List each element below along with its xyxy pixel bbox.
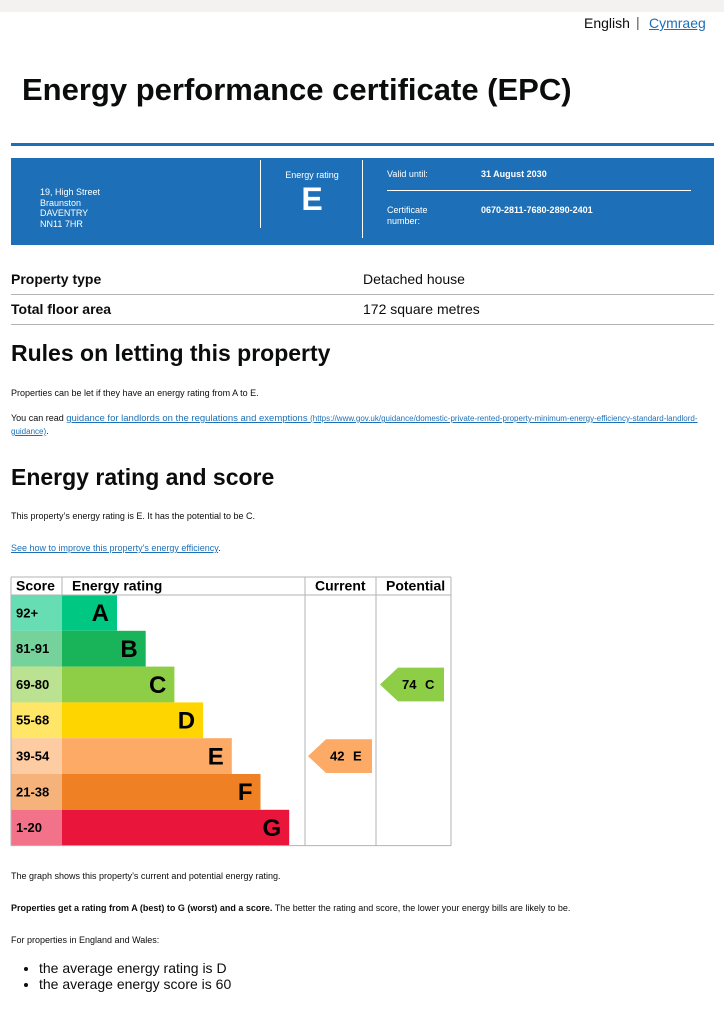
score-range: 81-91 (16, 641, 49, 656)
top-bar (0, 0, 724, 12)
rating-letter: E (208, 743, 224, 770)
average-item: the average energy rating is D (39, 960, 231, 976)
rating-bar (62, 809, 290, 846)
rating-bar (62, 595, 117, 631)
score-text: This property’s energy rating is E. It h… (11, 511, 255, 521)
score-cell (11, 630, 62, 667)
address-line: 19, High Street (40, 187, 101, 197)
column-header: Potential (386, 578, 445, 594)
page-title: Energy performance certificate (EPC) (22, 72, 572, 107)
score-cell (11, 666, 62, 703)
divider (387, 190, 691, 191)
address-line: NN11 7HR (40, 218, 83, 229)
column-header: Energy rating (72, 578, 162, 594)
property-label: Total floor area (11, 301, 112, 317)
letting-text: Properties can be let if they have an en… (11, 388, 259, 398)
arrow-letter: E (353, 749, 362, 764)
rating-letter: D (178, 708, 195, 735)
improve: See how to improve this property’s energ… (11, 542, 714, 554)
score-cell (11, 809, 62, 846)
rating-letter: G (263, 815, 282, 842)
arrow-score: 42 (330, 749, 344, 764)
text: The better the rating and score, the low… (274, 903, 571, 913)
guidance-link[interactable]: guidance for landlords on the regulation… (11, 413, 698, 436)
divider (362, 160, 363, 238)
average-list: the average energy rating is D the avera… (11, 960, 231, 992)
summary-box: 19, High Street Braunston DAVENTRY NN11 … (11, 158, 714, 245)
score-cell (11, 738, 62, 774)
average-intro: For properties in England and Wales: (11, 935, 160, 945)
rating-bar (62, 702, 204, 739)
rating-letter: F (238, 779, 253, 806)
rating-bar (62, 630, 146, 667)
rating-bar (62, 666, 175, 703)
score-range: 39-54 (16, 749, 50, 764)
graph-note: The graph shows this property’s current … (11, 871, 281, 881)
rating-letter: B (120, 636, 137, 663)
title-rule (11, 143, 714, 146)
property-value: 172 square metres (363, 301, 480, 317)
text: Properties get a rating from A (best) to… (11, 903, 273, 913)
rating-bar (62, 738, 232, 774)
rating-letter: A (92, 600, 109, 627)
address: 19, High Street Braunston DAVENTRY NN11 … (40, 187, 100, 229)
lang-english[interactable]: English (584, 15, 630, 31)
rating-letter: C (149, 672, 166, 699)
score-range: 69-80 (16, 677, 49, 692)
lang-separator: | (636, 14, 640, 30)
property-row: Property type Detached house (11, 265, 714, 295)
text: . (218, 543, 221, 553)
address-line: Braunston (40, 197, 82, 208)
column-header: Score (16, 578, 55, 594)
valid-date: 31 August 2030 (481, 169, 547, 179)
rating-arrow (380, 667, 444, 702)
cert-number: 0670-2811-7680-2890-2401 (481, 205, 593, 215)
epc-chart: Score Energy rating Current Potential 92+ A 81… (10, 576, 452, 847)
rating-label: Energy rating (285, 170, 339, 180)
rating-arrow (308, 739, 372, 773)
letting-guidance: You can read guidance for landlords on t… (11, 412, 714, 438)
link-url: (https://www.gov.uk/guidance/domestic-pr… (11, 414, 698, 436)
arrow-letter: C (425, 677, 435, 692)
cert-label: Certificate number: (387, 205, 428, 226)
lang-welsh[interactable]: Cymraeg (649, 15, 706, 31)
divider (260, 160, 261, 228)
improve-link[interactable]: See how to improve this property’s energ… (11, 543, 219, 553)
column-header: Current (315, 578, 366, 594)
property-label: Property type (11, 271, 102, 287)
property-row: Total floor area 172 square metres (11, 295, 714, 325)
rating-explanation: Properties get a rating from A (best) to… (11, 902, 714, 914)
score-cell (11, 595, 62, 631)
rating: E (301, 181, 323, 217)
valid-label: Valid until: (387, 169, 428, 179)
section-heading: Rules on letting this property (11, 340, 331, 366)
score-range: 55-68 (16, 713, 49, 728)
score-range: 21-38 (16, 784, 49, 799)
section-heading: Energy rating and score (11, 464, 275, 490)
average-item: the average energy score is 60 (39, 976, 231, 992)
text: You can read (11, 413, 64, 423)
text: . (46, 426, 49, 436)
arrow-score: 74 (402, 677, 417, 692)
address-line: DAVENTRY (40, 208, 89, 218)
property-value: Detached house (363, 271, 465, 287)
link-text: guidance for landlords on the regulation… (66, 413, 308, 424)
score-cell (11, 774, 62, 810)
score-range: 92+ (16, 605, 38, 620)
rating-bar (62, 774, 261, 810)
score-cell (11, 702, 62, 739)
score-range: 1-20 (16, 820, 42, 835)
